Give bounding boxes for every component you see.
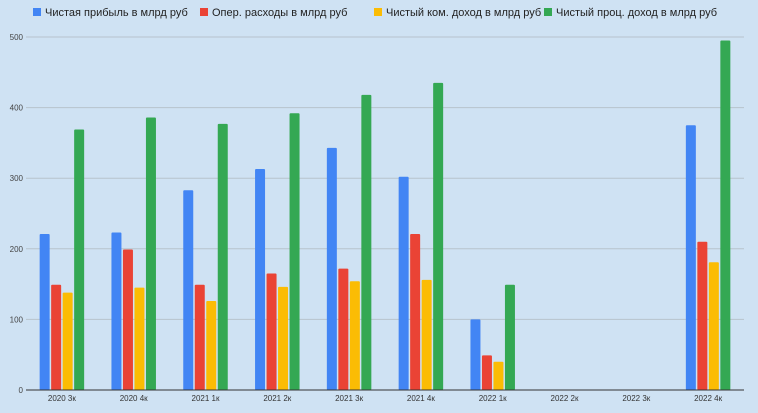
bar xyxy=(697,241,708,390)
bar xyxy=(39,233,50,390)
bars xyxy=(39,40,731,391)
bar xyxy=(685,125,696,390)
bar xyxy=(289,113,300,391)
x-tick-label: 2022 2к xyxy=(551,394,579,403)
x-tick-label: 2022 4к xyxy=(694,394,722,403)
bar xyxy=(217,123,228,390)
bar xyxy=(62,292,73,390)
y-axis-ticks: 0 100 200 300 400 500 xyxy=(10,33,24,395)
x-tick-label: 2021 4к xyxy=(407,394,435,403)
x-axis-ticks: 2020 3к 2020 4к 2021 1к 2021 2к 2021 3к 2021 … xyxy=(48,394,723,403)
y-tick-label: 400 xyxy=(10,104,24,113)
y-tick-label: 100 xyxy=(10,315,24,324)
bar xyxy=(338,268,349,390)
bar xyxy=(51,284,62,390)
legend-label: Чистый проц. доход в млрд руб xyxy=(556,7,717,19)
bar xyxy=(74,129,85,390)
x-tick-label: 2021 3к xyxy=(335,394,363,403)
legend: Чистая прибыль в млрд руб Опер. расходы в… xyxy=(33,7,717,19)
bar xyxy=(708,262,719,390)
bar xyxy=(470,319,481,390)
bar xyxy=(326,147,337,390)
bar xyxy=(433,82,444,390)
bar xyxy=(145,117,156,390)
legend-label: Чистая прибыль в млрд руб xyxy=(45,7,188,19)
y-tick-label: 0 xyxy=(19,386,24,395)
bar xyxy=(183,190,194,390)
x-tick-label: 2020 3к xyxy=(48,394,76,403)
legend-label: Чистый ком. доход в млрд руб xyxy=(386,7,541,19)
legend-swatch xyxy=(33,8,41,16)
x-tick-label: 2021 1к xyxy=(192,394,220,403)
bar xyxy=(266,273,277,390)
gridlines xyxy=(26,36,744,320)
bar xyxy=(349,281,360,390)
bar xyxy=(122,249,133,390)
bar xyxy=(255,169,266,390)
x-tick-label: 2022 1к xyxy=(479,394,507,403)
y-tick-label: 200 xyxy=(10,245,24,254)
y-tick-label: 300 xyxy=(10,174,24,183)
legend-swatch xyxy=(200,8,208,16)
bar xyxy=(278,286,289,390)
x-tick-label: 2021 2к xyxy=(263,394,291,403)
bar xyxy=(206,301,217,390)
bar xyxy=(194,284,205,390)
legend-swatch xyxy=(374,8,382,16)
y-tick-label: 500 xyxy=(10,33,24,42)
bar xyxy=(410,233,421,390)
bar xyxy=(720,40,731,390)
x-tick-label: 2020 4к xyxy=(120,394,148,403)
x-tick-label: 2022 3к xyxy=(622,394,650,403)
bar xyxy=(421,279,432,390)
bar xyxy=(361,94,372,390)
bar xyxy=(504,284,515,390)
bar xyxy=(134,287,145,390)
bar xyxy=(111,232,122,390)
bar xyxy=(481,355,492,390)
legend-swatch xyxy=(544,8,552,16)
bar xyxy=(493,361,504,390)
legend-label: Опер. расходы в млрд руб xyxy=(212,7,347,19)
bar xyxy=(398,176,409,390)
